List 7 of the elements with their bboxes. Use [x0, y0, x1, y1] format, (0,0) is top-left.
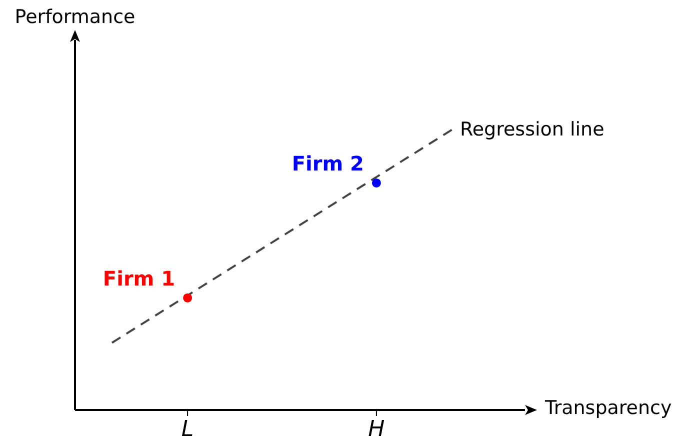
series-label: Firm 1 — [102, 266, 176, 290]
x-tick-label: L — [181, 417, 194, 440]
x-axis-title: Transparency — [545, 397, 672, 419]
series-label: Regression line — [460, 118, 604, 141]
text: Performance — [14, 6, 136, 28]
series-label: Firm 2 — [292, 151, 364, 176]
x-tick-label: H — [368, 417, 385, 440]
